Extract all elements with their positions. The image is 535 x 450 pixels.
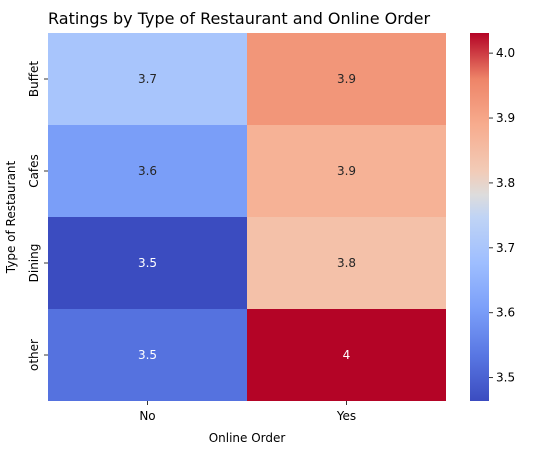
y-tick-label-cafes: Cafes bbox=[27, 154, 41, 188]
heatmap-cell-other-yes bbox=[247, 309, 446, 401]
colorbar-tick-label: 3.5 bbox=[496, 371, 515, 385]
heatmap-cell-other-no bbox=[48, 309, 247, 401]
heatmap-cell-cafes-no bbox=[48, 125, 247, 217]
x-tick-label-no: No bbox=[139, 409, 155, 423]
cell-value-label: 3.8 bbox=[337, 256, 356, 270]
heatmap-cell-dining-no bbox=[48, 217, 247, 309]
heatmap-cell-labels: 3.7 3.9 3.6 3.9 3.5 3.8 3.5 4 bbox=[138, 72, 356, 362]
y-tick-label-other: other bbox=[27, 339, 41, 371]
colorbar-tick-label: 3.8 bbox=[496, 176, 515, 190]
cell-value-label: 3.5 bbox=[138, 256, 157, 270]
colorbar-tick-label: 4.0 bbox=[496, 46, 515, 60]
x-axis: No Yes bbox=[139, 401, 356, 423]
colorbar-ticks: 3.5 3.6 3.7 3.8 3.9 4.0 bbox=[489, 46, 515, 385]
x-axis-label: Online Order bbox=[209, 431, 286, 445]
cell-value-label: 3.5 bbox=[138, 348, 157, 362]
y-axis-label: Type of Restaurant bbox=[4, 160, 18, 274]
heatmap-cell-dining-yes bbox=[247, 217, 446, 309]
heatmap-cell-buffet-no bbox=[48, 33, 247, 125]
y-axis: Buffet Cafes Dining other bbox=[27, 61, 48, 371]
chart-title: Ratings by Type of Restaurant and Online… bbox=[48, 9, 431, 28]
cell-value-label: 3.6 bbox=[138, 164, 157, 178]
cell-value-label: 3.7 bbox=[138, 72, 157, 86]
cell-value-label: 3.9 bbox=[337, 72, 356, 86]
y-tick-label-dining: Dining bbox=[27, 244, 41, 283]
colorbar bbox=[470, 33, 489, 401]
x-tick-label-yes: Yes bbox=[336, 409, 356, 423]
colorbar-tick-label: 3.9 bbox=[496, 111, 515, 125]
heatmap-cell-cafes-yes bbox=[247, 125, 446, 217]
heatmap-cells bbox=[48, 33, 446, 401]
colorbar-tick-label: 3.6 bbox=[496, 306, 515, 320]
colorbar-tick-label: 3.7 bbox=[496, 241, 515, 255]
cell-value-label: 4 bbox=[343, 348, 351, 362]
y-tick-label-buffet: Buffet bbox=[27, 61, 41, 97]
heatmap-cell-buffet-yes bbox=[247, 33, 446, 125]
cell-value-label: 3.9 bbox=[337, 164, 356, 178]
